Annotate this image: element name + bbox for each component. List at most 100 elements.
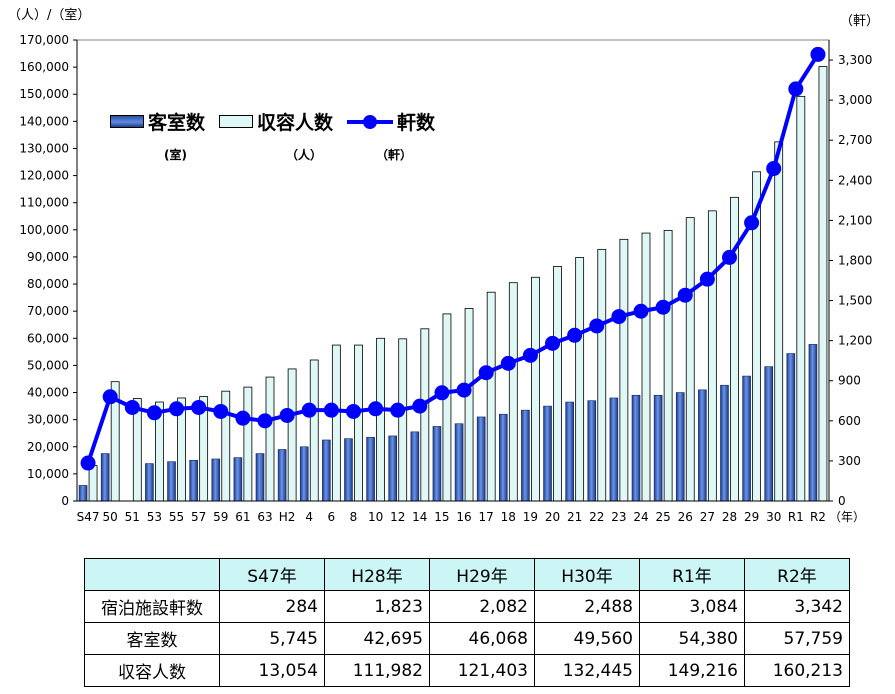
right-tick-label: 2,700: [838, 133, 872, 147]
point-facilities: [456, 382, 472, 398]
x-tick-label: H2: [279, 510, 296, 524]
point-facilities: [567, 327, 583, 343]
x-tick-label: 14: [412, 510, 427, 524]
bar-rooms: [675, 392, 685, 502]
right-tick-label: 300: [838, 454, 861, 468]
x-axis-unit: （年）: [829, 510, 865, 524]
left-tick-label: 0: [61, 494, 69, 508]
legend-unit-facilities: （軒）: [376, 148, 413, 162]
legend-label-facilities: 軒数: [397, 112, 436, 134]
left-tick-label: 80,000: [27, 277, 69, 291]
bar-rooms: [808, 344, 818, 502]
x-tick-label: 16: [456, 510, 471, 524]
x-tick-label: 57: [191, 510, 206, 524]
bar-rooms: [322, 439, 331, 502]
bar-rooms: [454, 423, 464, 502]
bar-rooms: [565, 401, 574, 502]
point-facilities: [766, 161, 782, 177]
x-tick-label: R2: [810, 510, 826, 524]
point-facilities: [102, 389, 118, 405]
left-tick-label: 100,000: [19, 223, 69, 237]
legend-item-rooms: 客室数: [110, 108, 205, 135]
right-tick-label: 1,500: [838, 294, 872, 308]
point-facilities: [589, 318, 605, 334]
legend-item-capacity: 収容人数: [219, 108, 333, 135]
point-facilities: [478, 365, 494, 381]
bar-capacity: [553, 266, 562, 502]
table-cell: 111,982: [324, 654, 430, 687]
table-row: 収容人数 13,054 111,982 121,403 132,445 149,…: [84, 654, 850, 687]
bar-rooms: [388, 435, 398, 502]
left-tick-label: 30,000: [27, 413, 69, 427]
table-cell: 13,054: [219, 654, 325, 687]
right-tick-label: 0: [838, 494, 846, 508]
legend-unit-rooms: (室): [164, 148, 187, 162]
point-facilities: [522, 347, 538, 363]
table-cell: 42,695: [324, 622, 430, 655]
bar-capacity: [597, 248, 607, 502]
x-tick-label: 59: [213, 510, 228, 524]
x-tick-label: 15: [434, 510, 449, 524]
right-tick-label: 600: [838, 414, 861, 428]
table-cell: 284: [219, 590, 325, 623]
bar-capacity: [464, 308, 474, 502]
right-tick-label: 3,300: [838, 53, 872, 67]
bar-capacity: [531, 276, 540, 502]
legend: 客室数 収容人数 軒数: [110, 108, 449, 135]
chart: 0 10,000 20,000 30,000 40,000 50,000 60,000 70,…: [19, 33, 872, 524]
x-tick-label: 17: [479, 510, 494, 524]
table-header: H28年: [324, 558, 430, 591]
x-tick-label: 19: [523, 510, 538, 524]
left-tick-label: 20,000: [27, 440, 69, 454]
bar-rooms: [100, 453, 110, 502]
x-tick-label: 29: [744, 510, 759, 524]
bar-capacity: [508, 282, 518, 502]
table-header-row: S47年 H28年 H29年 H30年 R1年 R2年: [84, 558, 850, 591]
x-tick-label: S47: [77, 510, 100, 524]
bar-rooms: [609, 397, 619, 502]
x-tick-label: 55: [169, 510, 184, 524]
bar-capacity: [442, 313, 452, 502]
bar-rooms: [211, 458, 221, 502]
point-facilities: [721, 249, 737, 265]
bar-rooms: [631, 394, 641, 502]
bar-rooms: [145, 463, 154, 502]
bar-capacity: [818, 66, 828, 502]
table-cell: 132,445: [534, 654, 640, 687]
x-tick-label: 53: [147, 510, 162, 524]
x-tick-label: 61: [235, 510, 250, 524]
bar-rooms: [543, 405, 552, 502]
point-facilities: [788, 81, 804, 97]
bar-capacity: [796, 95, 806, 502]
bar-rooms: [720, 384, 729, 502]
left-tick-label: 140,000: [19, 114, 69, 128]
x-tick-label: 21: [567, 510, 582, 524]
right-tick-label: 3,000: [838, 93, 872, 107]
left-tick-label: 60,000: [27, 331, 69, 345]
bar-rooms: [521, 409, 530, 502]
x-tick-label: 50: [103, 510, 118, 524]
left-tick-label: 40,000: [27, 386, 69, 400]
x-tick-label: 6: [328, 510, 336, 524]
x-tick-label: 23: [611, 510, 626, 524]
table-cell: 57,759: [744, 622, 850, 655]
left-tick-label: 110,000: [19, 196, 69, 210]
summary-table: S47年 H28年 H29年 H30年 R1年 R2年 宿泊施設軒数 284 1…: [84, 558, 850, 687]
bar-capacity: [685, 217, 695, 502]
point-facilities: [655, 299, 671, 315]
point-facilities: [412, 398, 428, 414]
point-facilities: [744, 215, 760, 231]
bar-rooms: [255, 453, 265, 502]
point-facilities: [434, 385, 450, 401]
table-header: R2年: [744, 558, 850, 591]
table-header: S47年: [219, 558, 325, 591]
point-facilities: [368, 401, 384, 417]
point-facilities: [677, 287, 693, 303]
legend-unit-capacity: （人）: [286, 148, 323, 162]
right-tick-label: 1,200: [838, 334, 872, 348]
bar-capacity: [309, 359, 319, 502]
bar-rooms: [189, 460, 198, 502]
x-tick-label: 51: [125, 510, 140, 524]
bar-capacity: [287, 368, 297, 502]
x-tick-label: 8: [350, 510, 358, 524]
